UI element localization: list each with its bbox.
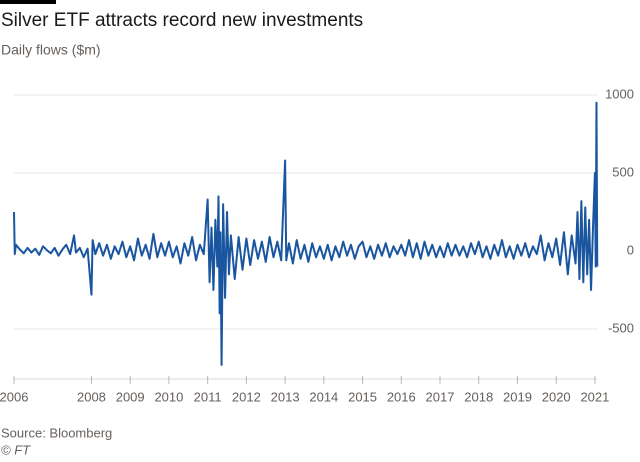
x-tick-label: 2012 (232, 389, 261, 404)
brand-bar (0, 0, 56, 4)
chart-title: Silver ETF attracts record new investmen… (1, 10, 363, 31)
subtitle: Daily flows ($m) (1, 42, 101, 58)
x-tick-label: 2010 (154, 389, 183, 404)
x-tick-label: 2018 (464, 389, 493, 404)
y-tick-label: 500 (612, 164, 634, 179)
y-tick-label: 0 (627, 242, 634, 257)
x-tick-label: 2015 (348, 389, 377, 404)
x-tick-label: 2019 (503, 389, 532, 404)
x-tick-label: 2011 (194, 389, 222, 404)
y-tick-label: 1000 (605, 86, 634, 101)
x-tick-label: 2014 (309, 389, 338, 404)
x-tick-label: 2008 (77, 389, 106, 404)
x-tick-label: 2017 (426, 389, 455, 404)
credit: © FT (1, 442, 31, 457)
flow-line (13, 101, 599, 366)
y-tick-label: -500 (608, 320, 634, 335)
x-tick-label: 2013 (271, 389, 300, 404)
source: Source: Bloomberg (1, 425, 112, 440)
x-tick-label: 2016 (387, 389, 416, 404)
x-tick-label: 2021 (580, 389, 609, 404)
x-tick-label: 2020 (542, 389, 571, 404)
x-tick-label: 2006 (0, 389, 28, 404)
x-tick-label: 2009 (116, 389, 145, 404)
